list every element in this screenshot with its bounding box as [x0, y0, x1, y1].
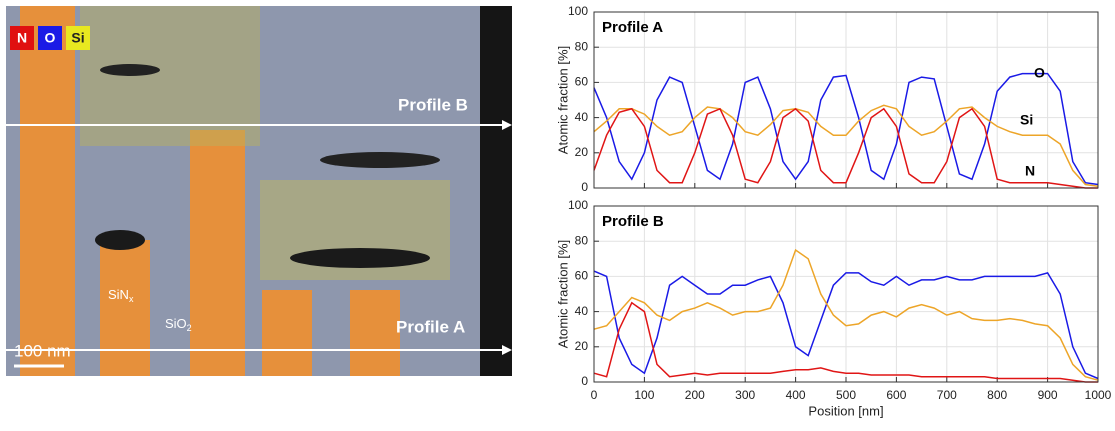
void — [95, 230, 145, 250]
stripe — [20, 6, 75, 376]
y-tick-label: 20 — [575, 145, 589, 159]
plot-frame — [593, 11, 1099, 189]
profile-label: Profile B — [398, 95, 468, 114]
x-tick-label: 500 — [836, 388, 856, 402]
y-axis-label: Atomic fraction [%] — [555, 240, 570, 348]
legend-box — [66, 26, 90, 50]
y-tick-label: 0 — [581, 374, 588, 388]
line — [593, 104, 1099, 187]
x-tick-label: 100 — [634, 388, 654, 402]
legend-label: O — [45, 30, 56, 46]
line — [593, 248, 1099, 381]
label-sub: x — [129, 294, 134, 304]
x-tick-label: 700 — [937, 388, 957, 402]
line — [593, 270, 1099, 380]
y-tick-label: 40 — [575, 110, 589, 124]
line — [593, 301, 1098, 383]
y-tick-label: 100 — [568, 198, 588, 212]
void — [320, 152, 440, 168]
stripe — [100, 240, 150, 376]
arrow-head — [502, 120, 512, 130]
dark-region — [480, 6, 512, 376]
x-tick-label: 600 — [886, 388, 906, 402]
y-tick-label: 80 — [575, 39, 589, 53]
void — [100, 64, 160, 76]
line — [593, 107, 1098, 189]
stripe — [190, 130, 245, 376]
material-label: SiO2 — [165, 316, 192, 333]
x-tick-label: 900 — [1038, 388, 1058, 402]
stripe — [350, 290, 400, 376]
material-label: SiNx — [108, 287, 134, 304]
void — [290, 248, 430, 268]
label-sub: 2 — [187, 323, 192, 333]
y-tick-label: 80 — [575, 233, 589, 247]
legend-label: Si — [71, 30, 84, 46]
x-tick-label: 200 — [685, 388, 705, 402]
y-tick-label: 0 — [581, 180, 588, 194]
legend-box — [38, 26, 62, 50]
y-tick-label: 40 — [575, 304, 589, 318]
x-tick-label: 800 — [987, 388, 1007, 402]
y-tick-label: 100 — [568, 4, 588, 18]
chart-title: Profile B — [602, 213, 664, 230]
eds-map: N O Si Profile B Profile A SiNx SiO2 100… — [6, 6, 512, 376]
y-tick-label: 60 — [575, 269, 589, 283]
x-tick-label: 300 — [735, 388, 755, 402]
x-axis-label: Position [nm] — [808, 403, 883, 418]
legend-label: N — [17, 30, 27, 46]
scale-bar-label: 100 nm — [14, 341, 71, 360]
x-tick-label: 1000 — [1085, 388, 1112, 402]
si-region — [80, 6, 260, 146]
line — [593, 72, 1099, 186]
label-text: SiN — [108, 287, 129, 302]
y-tick-label: 20 — [575, 339, 589, 353]
profile-label: Profile A — [396, 317, 465, 336]
stripe — [262, 290, 312, 376]
y-axis-label: Atomic fraction [%] — [555, 46, 570, 154]
arrow-head — [502, 345, 512, 355]
plot-frame — [593, 205, 1099, 383]
x-tick-label: 400 — [786, 388, 806, 402]
chart-title: Profile A — [602, 19, 663, 36]
legend-box — [10, 26, 34, 50]
series-label: N — [1025, 163, 1035, 179]
series-label: O — [1034, 65, 1045, 81]
label-text: SiO — [165, 316, 187, 331]
x-tick-label: 0 — [591, 388, 598, 402]
y-tick-label: 60 — [575, 75, 589, 89]
series-label: Si — [1020, 112, 1033, 128]
